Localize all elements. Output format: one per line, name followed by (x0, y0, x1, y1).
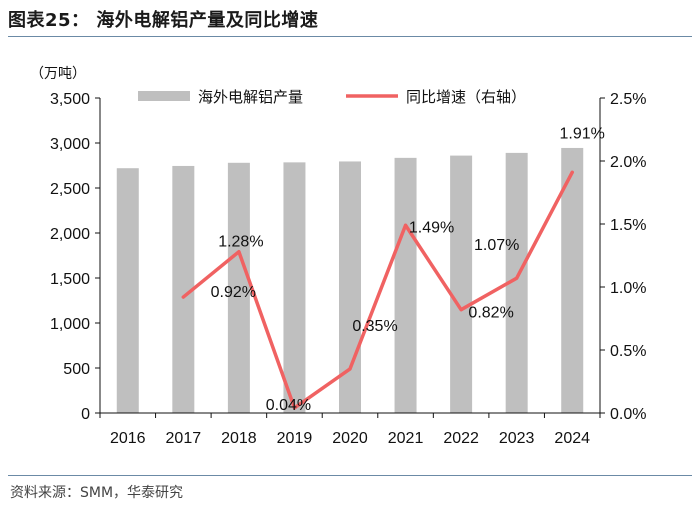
data-label-2023: 1.07% (474, 237, 519, 254)
x-tick-label: 2017 (166, 430, 202, 447)
left-tick-label: 3,500 (50, 91, 90, 108)
growth-point-2019 (292, 406, 296, 410)
data-label-2021: 1.49% (409, 219, 454, 236)
left-tick-label: 0 (81, 406, 90, 423)
bar-2018 (227, 162, 250, 413)
bar-2024 (561, 147, 584, 413)
bar-2022 (450, 155, 473, 413)
x-tick-label: 2023 (499, 430, 535, 447)
x-tick-label: 2016 (110, 430, 146, 447)
data-label-2020: 0.35% (352, 318, 397, 335)
bar-2017 (172, 165, 195, 413)
left-tick-label: 1,500 (50, 271, 90, 288)
line-group (181, 170, 574, 410)
growth-point-2023 (515, 276, 519, 280)
left-tick-label: 1,000 (50, 316, 90, 333)
legend-swatch-bars (138, 91, 190, 101)
axes-group: 0 500 1,000 1,500 2,000 2,500 3,000 3,500 0.0% 0.… (50, 91, 647, 447)
data-label-2019: 0.04% (266, 397, 311, 414)
data-label-2022: 0.82% (468, 305, 513, 322)
bar-2021 (394, 157, 417, 413)
x-tick-label: 2018 (221, 430, 257, 447)
left-tick-label: 500 (63, 361, 90, 378)
growth-point-2022 (459, 308, 463, 312)
x-tick-label: 2022 (443, 430, 479, 447)
right-tick-label: 0.5% (610, 343, 646, 360)
right-tick-label: 1.0% (610, 280, 646, 297)
growth-point-2018 (237, 250, 241, 254)
data-labels-group: 0.92% 1.28% 0.04% 0.35% 1.49% 0.82% 1.07% 1.91% (211, 125, 605, 414)
growth-point-2020 (348, 367, 352, 371)
left-tick-label: 2,000 (50, 226, 90, 243)
figure-title: 图表25： 海外电解铝产量及同比增速 (8, 10, 319, 31)
data-label-2018: 1.28% (218, 234, 263, 251)
growth-point-2017 (181, 295, 185, 299)
x-tick-label: 2021 (388, 430, 424, 447)
bar-2016 (116, 168, 139, 413)
right-tick-label: 2.0% (610, 154, 646, 171)
title-divider (8, 36, 692, 37)
x-tick-label: 2020 (332, 430, 368, 447)
left-tick-label: 3,000 (50, 136, 90, 153)
left-tick-label: 2,500 (50, 181, 90, 198)
right-tick-label: 2.5% (610, 91, 646, 108)
legend-label-line: 同比增速（右轴） (406, 88, 526, 106)
growth-line (181, 170, 574, 410)
data-label-2017: 0.92% (211, 284, 256, 301)
source-note: 资料来源：SMM，华泰研究 (10, 485, 184, 501)
bar-2023 (505, 152, 528, 413)
x-tick-label: 2024 (554, 430, 590, 447)
left-axis-unit: （万吨） (30, 66, 86, 82)
growth-point-2024 (570, 170, 574, 174)
data-label-2024: 1.91% (560, 125, 605, 142)
bar-2019 (283, 162, 306, 413)
chart-area: （万吨） 05001,0001,5002,0002,5003,0003,5000… (30, 66, 647, 447)
right-tick-label: 0.0% (610, 406, 646, 423)
source-divider (8, 475, 692, 476)
x-tick-label: 2019 (277, 430, 313, 447)
growth-point-2021 (404, 223, 408, 227)
right-tick-label: 1.5% (610, 217, 646, 234)
legend: 海外电解铝产量 同比增速（右轴） (138, 88, 526, 106)
legend-label-bars: 海外电解铝产量 (198, 88, 303, 106)
